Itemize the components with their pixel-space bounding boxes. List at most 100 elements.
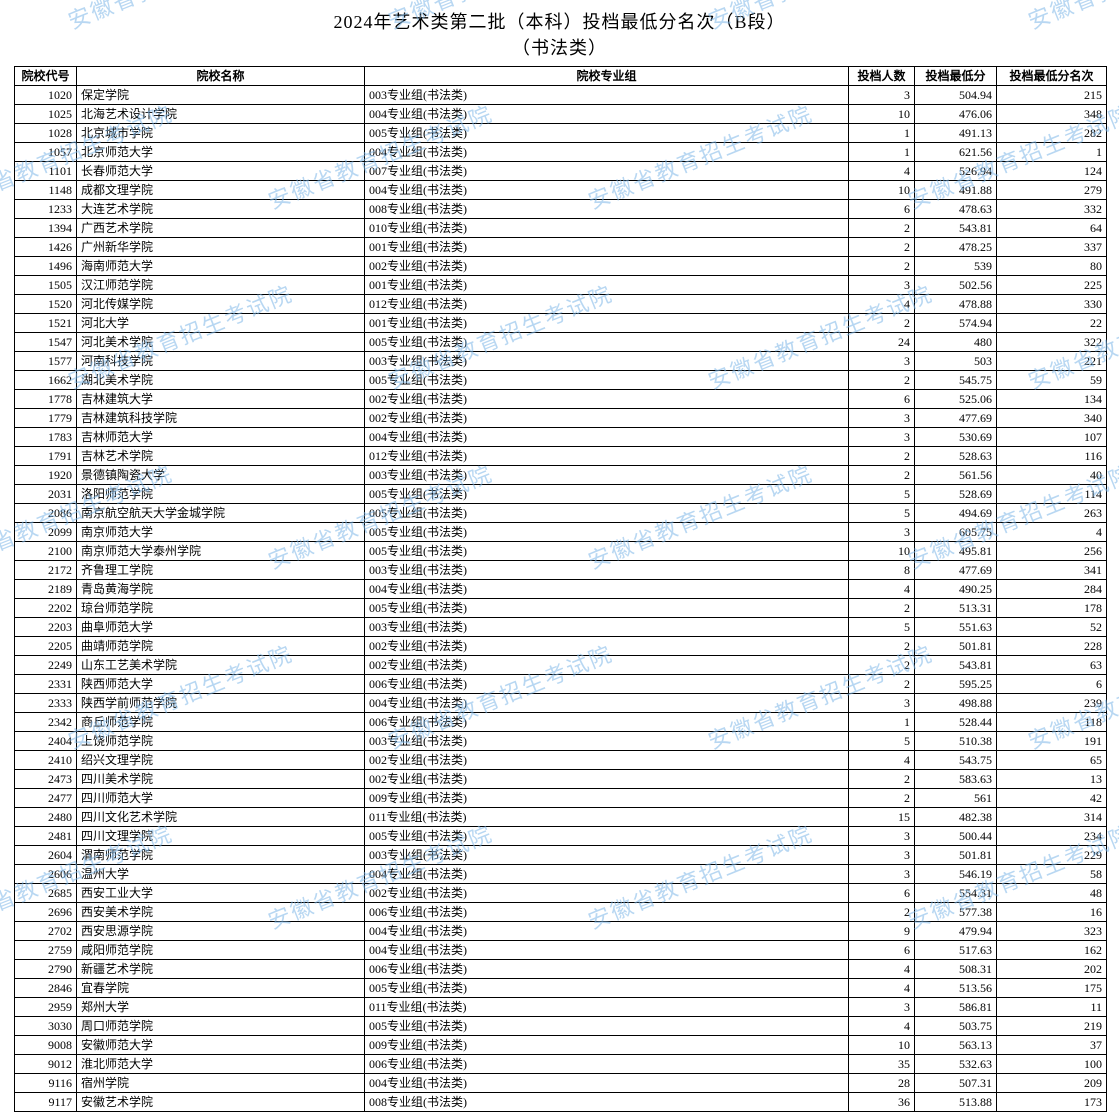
cell: 525.06 [915,390,997,409]
table-row: 1577河南科技学院003专业组(书法类)3503221 [15,352,1107,371]
table-row: 1496海南师范大学002专业组(书法类)253980 [15,257,1107,276]
cell: 530.69 [915,428,997,447]
cell: 北京师范大学 [77,143,365,162]
cell: 新疆艺术学院 [77,960,365,979]
table-row: 2604渭南师范学院003专业组(书法类)3501.81229 [15,846,1107,865]
table-row: 2331陕西师范大学006专业组(书法类)2595.256 [15,675,1107,694]
page-title: 2024年艺术类第二批（本科）投档最低分名次（B段） [0,0,1119,34]
cell: 4 [997,523,1107,542]
table-row: 1662湖北美术学院005专业组(书法类)2545.7559 [15,371,1107,390]
cell: 1521 [15,314,77,333]
cell: 583.63 [915,770,997,789]
cell: 南京航空航天大学金城学院 [77,504,365,523]
cell: 52 [997,618,1107,637]
cell: 005专业组(书法类) [365,523,849,542]
cell: 012专业组(书法类) [365,295,849,314]
cell: 63 [997,656,1107,675]
cell: 284 [997,580,1107,599]
cell: 山东工艺美术学院 [77,656,365,675]
cell: 5 [849,485,915,504]
cell: 507.31 [915,1074,997,1093]
cell: 2172 [15,561,77,580]
table-row: 2100南京师范大学泰州学院005专业组(书法类)10495.81256 [15,542,1107,561]
cell: 13 [997,770,1107,789]
cell: 西安工业大学 [77,884,365,903]
cell: 001专业组(书法类) [365,314,849,333]
cell: 314 [997,808,1107,827]
cell: 508.31 [915,960,997,979]
cell: 6 [997,675,1107,694]
cell: 003专业组(书法类) [365,561,849,580]
table-row: 2696西安美术学院006专业组(书法类)2577.3816 [15,903,1107,922]
cell: 006专业组(书法类) [365,675,849,694]
cell: 107 [997,428,1107,447]
cell: 002专业组(书法类) [365,884,849,903]
cell: 209 [997,1074,1107,1093]
cell: 011专业组(书法类) [365,808,849,827]
cell: 广州新华学院 [77,238,365,257]
cell: 2696 [15,903,77,922]
cell: 3 [849,827,915,846]
cell: 65 [997,751,1107,770]
cell: 2202 [15,599,77,618]
cell: 010专业组(书法类) [365,219,849,238]
cell: 501.81 [915,846,997,865]
col-header-minscore: 投档最低分 [915,67,997,86]
cell: 2 [849,238,915,257]
cell: 北海艺术设计学院 [77,105,365,124]
table-row: 1057北京师范大学004专业组(书法类)1621.561 [15,143,1107,162]
cell: 178 [997,599,1107,618]
cell: 191 [997,732,1107,751]
cell: 2205 [15,637,77,656]
cell: 大连艺术学院 [77,200,365,219]
cell: 2959 [15,998,77,1017]
cell: 四川美术学院 [77,770,365,789]
cell: 477.69 [915,409,997,428]
cell: 河北大学 [77,314,365,333]
cell: 004专业组(书法类) [365,580,849,599]
cell: 348 [997,105,1107,124]
cell: 001专业组(书法类) [365,238,849,257]
cell: 2331 [15,675,77,694]
cell: 周口师范学院 [77,1017,365,1036]
cell: 543.75 [915,751,997,770]
cell: 2 [849,789,915,808]
cell: 005专业组(书法类) [365,485,849,504]
cell: 221 [997,352,1107,371]
cell: 1025 [15,105,77,124]
cell: 478.25 [915,238,997,257]
cell: 498.88 [915,694,997,713]
cell: 501.81 [915,637,997,656]
table-row: 9012淮北师范大学006专业组(书法类)35532.63100 [15,1055,1107,1074]
cell: 002专业组(书法类) [365,751,849,770]
cell: 1 [997,143,1107,162]
cell: 四川文理学院 [77,827,365,846]
cell: 005专业组(书法类) [365,371,849,390]
cell: 004专业组(书法类) [365,865,849,884]
cell: 3 [849,694,915,713]
cell: 004专业组(书法类) [365,143,849,162]
cell: 239 [997,694,1107,713]
cell: 成都文理学院 [77,181,365,200]
cell: 561 [915,789,997,808]
col-header-rank: 投档最低分名次 [997,67,1107,86]
table-row: 1394广西艺术学院010专业组(书法类)2543.8164 [15,219,1107,238]
cell: 南京师范大学 [77,523,365,542]
table-row: 1101长春师范大学007专业组(书法类)4526.94124 [15,162,1107,181]
cell: 2790 [15,960,77,979]
cell: 9 [849,922,915,941]
cell: 2 [849,903,915,922]
cell: 4 [849,751,915,770]
cell: 554.31 [915,884,997,903]
cell: 490.25 [915,580,997,599]
cell: 3030 [15,1017,77,1036]
cell: 2404 [15,732,77,751]
cell: 80 [997,257,1107,276]
cell: 4 [849,960,915,979]
cell: 河北传媒学院 [77,295,365,314]
cell: 3 [849,352,915,371]
cell: 1 [849,124,915,143]
cell: 495.81 [915,542,997,561]
cell: 256 [997,542,1107,561]
cell: 2480 [15,808,77,827]
